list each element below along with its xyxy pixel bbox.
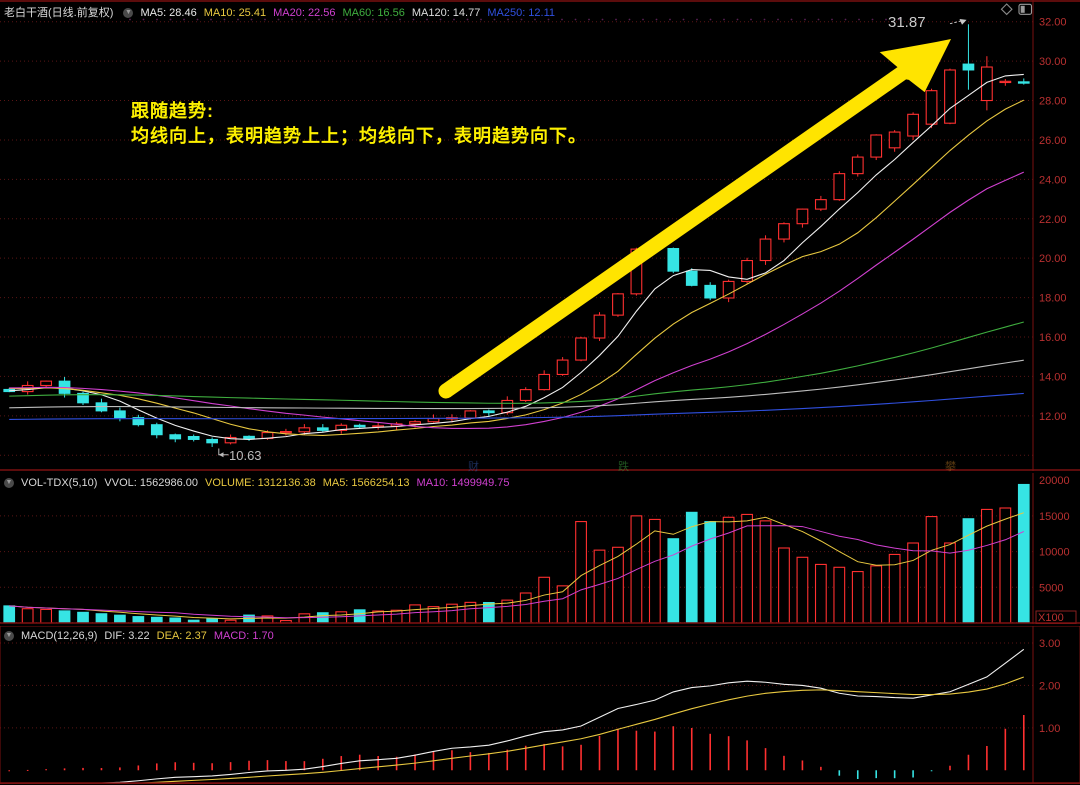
svg-text:10000: 10000	[1039, 547, 1070, 559]
svg-text:1.00: 1.00	[1039, 723, 1060, 735]
svg-text:15000: 15000	[1039, 511, 1070, 523]
svg-text:5000: 5000	[1039, 582, 1063, 594]
svg-text:3.00: 3.00	[1039, 638, 1060, 650]
svg-text:X100: X100	[1038, 612, 1064, 624]
svg-text:20000: 20000	[1039, 475, 1070, 487]
svg-text:2.00: 2.00	[1039, 680, 1060, 692]
